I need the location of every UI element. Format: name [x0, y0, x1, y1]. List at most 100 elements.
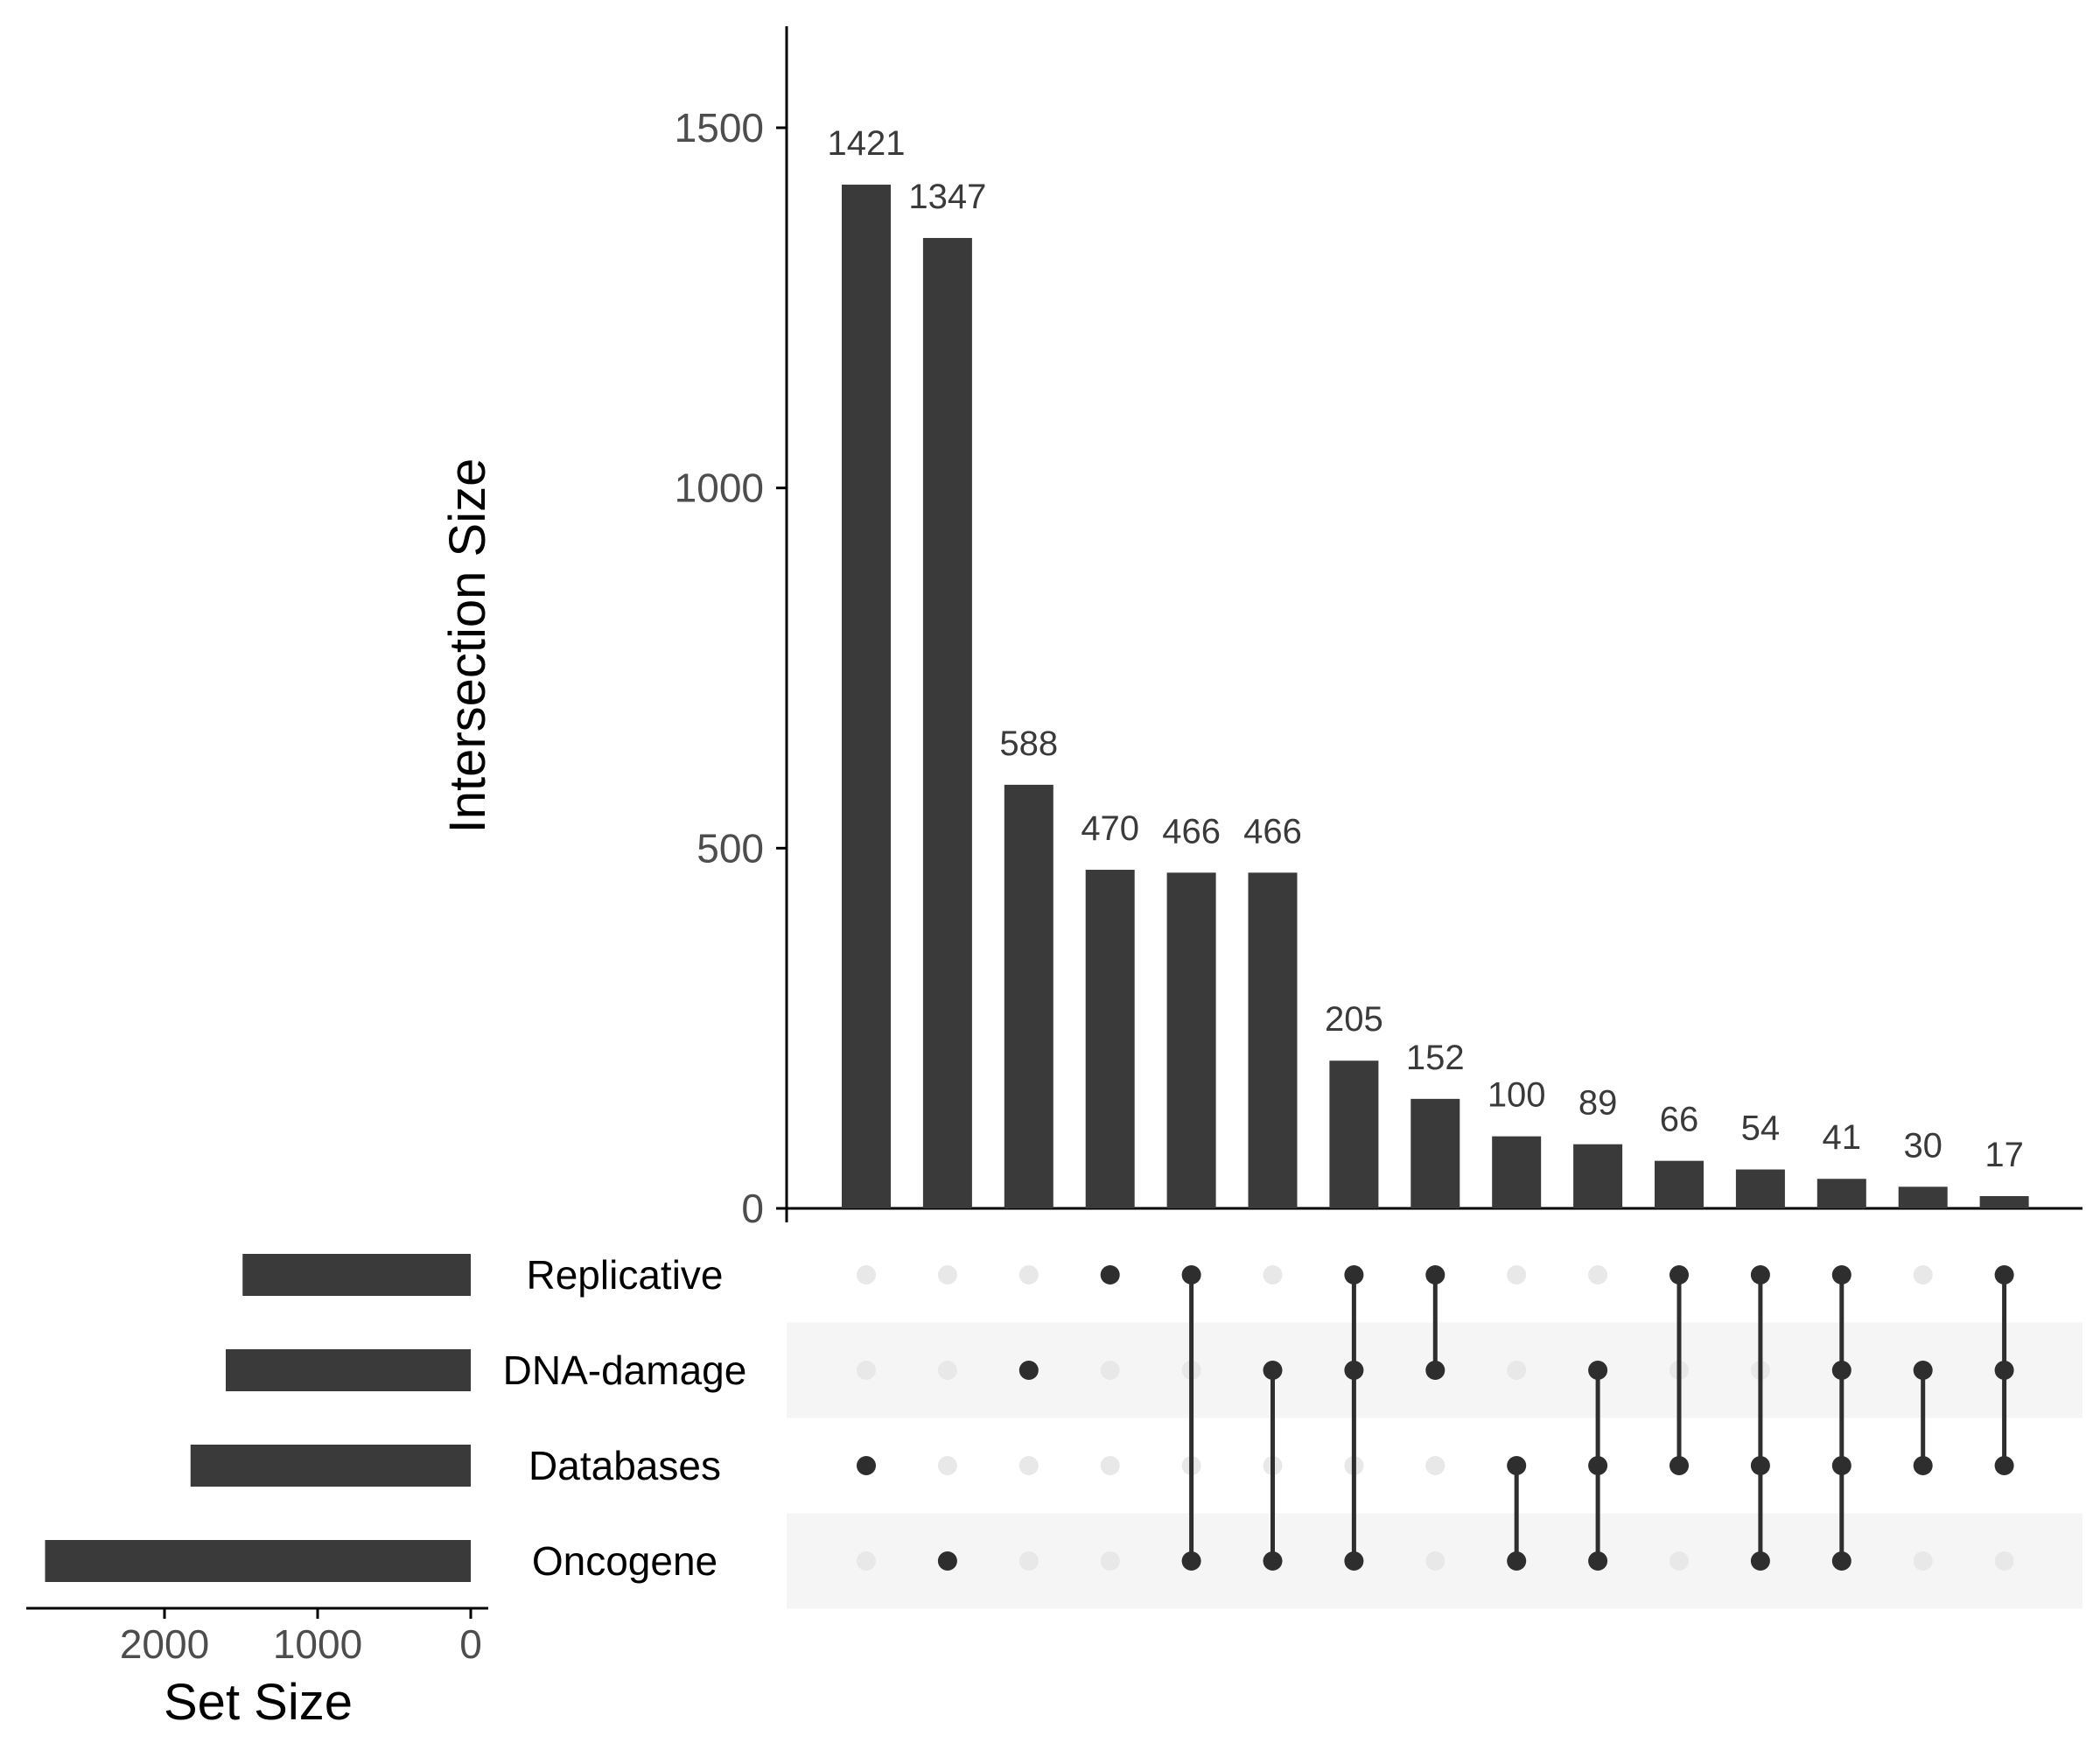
intersection-bar [842, 185, 891, 1208]
intersection-bar-label: 89 [1578, 1084, 1618, 1123]
matrix-dot-filled [1263, 1551, 1283, 1571]
matrix-dot-filled [1670, 1265, 1689, 1284]
set-size-tick-label: 0 [459, 1621, 482, 1667]
intersection-bar-label: 30 [1903, 1126, 1942, 1165]
matrix-dot-filled [1831, 1265, 1852, 1284]
intersection-bar [1898, 1186, 1948, 1208]
intersection-bar-label: 205 [1325, 1000, 1383, 1039]
intersection-bar-label: 1421 [828, 124, 906, 163]
matrix-dot-empty [857, 1361, 876, 1380]
intersection-bar [922, 237, 972, 1209]
matrix-dot-empty [1588, 1265, 1608, 1284]
matrix-dot-filled [1425, 1361, 1446, 1380]
matrix-dot-filled [1994, 1265, 2014, 1284]
matrix-dot-empty [1018, 1265, 1039, 1284]
matrix-dot-filled [857, 1456, 876, 1475]
matrix-dot-filled [1507, 1551, 1527, 1571]
matrix-dot-empty [1913, 1265, 1933, 1284]
set-label: DNA-damage [503, 1348, 747, 1393]
matrix-dot-filled [1100, 1265, 1120, 1284]
intersection-y-tick-label: 1000 [675, 466, 764, 511]
matrix-dot-empty [1100, 1551, 1120, 1571]
matrix-dot-filled [1913, 1456, 1933, 1475]
intersection-bar [1655, 1160, 1704, 1208]
matrix-dot-empty [1263, 1265, 1283, 1284]
intersection-bar [1085, 870, 1135, 1208]
matrix-dot-empty [1507, 1361, 1527, 1380]
matrix-dot-filled [1670, 1456, 1689, 1475]
set-size-bar [45, 1540, 471, 1582]
intersection-bar [1410, 1098, 1460, 1208]
matrix-dot-empty [1018, 1551, 1039, 1571]
matrix-dot-empty [1507, 1265, 1527, 1284]
matrix-dot-filled [1831, 1456, 1852, 1475]
matrix-dot-empty [1100, 1361, 1120, 1380]
intersection-bars [842, 185, 2029, 1209]
intersection-bar [1816, 1179, 1866, 1208]
matrix-dot-empty [1100, 1456, 1120, 1475]
matrix-dot-filled [1994, 1361, 2014, 1380]
matrix-dot-empty [1913, 1551, 1933, 1571]
intersection-y-tick-label: 1500 [675, 105, 764, 150]
intersection-bar-label: 588 [999, 724, 1058, 763]
matrix-dot-filled [1263, 1361, 1283, 1380]
intersection-bar-label: 470 [1081, 809, 1139, 848]
set-size-axis: 2000 1000 0 [26, 1606, 488, 1667]
matrix-dot-filled [1425, 1265, 1446, 1284]
matrix-dot-filled [1831, 1551, 1852, 1571]
intersection-bar-label: 466 [1162, 812, 1221, 850]
intersection-y-tick-label: 500 [696, 825, 764, 871]
matrix-dot-filled [1588, 1361, 1608, 1380]
matrix-dot-empty [937, 1361, 957, 1380]
intersection-bar [1735, 1169, 1785, 1208]
set-size-bar [242, 1254, 471, 1296]
set-label: Replicative [527, 1252, 724, 1298]
set-label: Oncogene [532, 1538, 718, 1584]
matrix-dot-filled [1588, 1551, 1608, 1571]
intersection-bar [1166, 872, 1216, 1208]
matrix-dot-empty [937, 1265, 957, 1284]
set-size-tick-label: 1000 [273, 1621, 362, 1667]
matrix-dot-filled [1750, 1265, 1770, 1284]
set-size-title: Set Size [164, 1674, 353, 1731]
matrix-dot-filled [1344, 1361, 1364, 1380]
intersection-bar-label: 41 [1823, 1118, 1862, 1157]
matrix-dot-filled [1018, 1361, 1039, 1380]
matrix-dot-filled [1831, 1361, 1852, 1380]
matrix-dot-filled [937, 1551, 957, 1571]
set-size-bar [226, 1349, 471, 1391]
matrix-dot-empty [1994, 1551, 2014, 1571]
intersection-bar-label: 100 [1488, 1076, 1546, 1115]
intersection-bar [1329, 1060, 1379, 1208]
matrix-dot-filled [1994, 1456, 2014, 1475]
matrix-dot-empty [937, 1456, 957, 1475]
matrix-dot-filled [1750, 1551, 1770, 1571]
matrix-dot-filled [1507, 1456, 1527, 1475]
matrix-dot-filled [1913, 1361, 1933, 1380]
intersection-y-tick-label: 0 [741, 1186, 764, 1231]
matrix-dot-filled [1181, 1265, 1201, 1284]
set-size-bars [45, 1254, 471, 1582]
set-size-tick-label: 2000 [120, 1621, 209, 1667]
intersection-bar-label: 466 [1243, 812, 1302, 850]
intersection-bar-label: 152 [1406, 1039, 1465, 1077]
intersection-bar-label: 17 [1984, 1136, 2024, 1174]
intersection-bar-label: 66 [1660, 1101, 1699, 1139]
matrix-dot-empty [1425, 1551, 1446, 1571]
intersection-matrix [857, 1265, 2014, 1571]
set-labels: Replicative DNA-damage Databases Oncogene [503, 1252, 747, 1584]
intersection-size-title: Intersection Size [439, 458, 496, 834]
intersection-bar-label: 1347 [908, 178, 986, 216]
set-size-bar [190, 1445, 471, 1487]
matrix-dot-empty [1425, 1456, 1446, 1475]
intersection-size-axis: 0 500 1000 1500 [675, 26, 2082, 1231]
intersection-bar [1979, 1196, 2029, 1208]
intersection-bar-label: 54 [1741, 1110, 1781, 1148]
intersection-bar [1573, 1144, 1623, 1208]
intersection-bar [1004, 784, 1054, 1208]
matrix-dot-empty [1018, 1456, 1039, 1475]
matrix-dot-filled [1750, 1456, 1770, 1475]
matrix-dot-filled [1344, 1265, 1364, 1284]
intersection-bar [1492, 1136, 1542, 1208]
